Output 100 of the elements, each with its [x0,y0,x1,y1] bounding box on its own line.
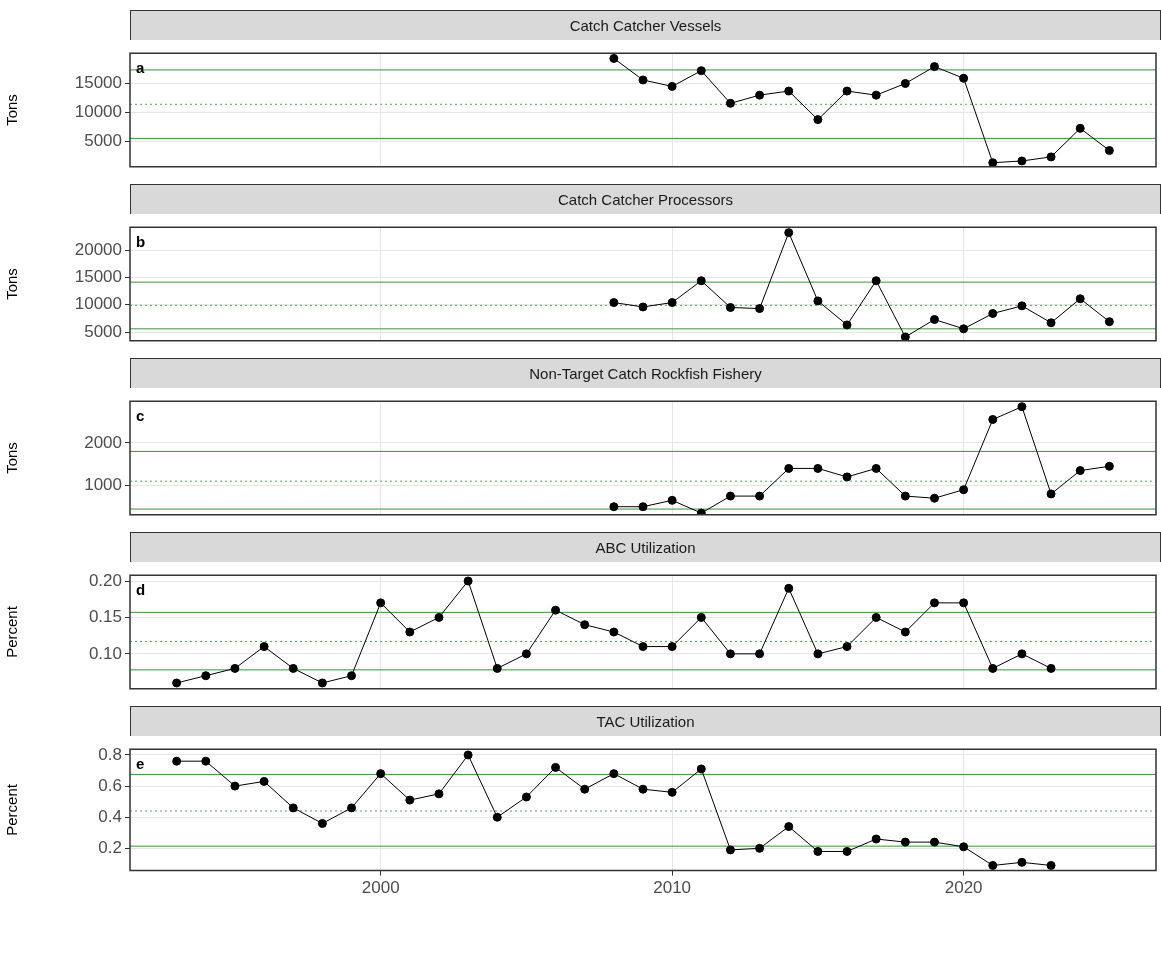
point [667,642,677,652]
point [376,598,386,608]
point [813,115,823,125]
point [784,463,794,473]
y-tick-label: 5000 [84,131,122,151]
point [900,332,910,341]
point [871,463,881,473]
y-tick-label: 0.15 [88,607,122,627]
point [609,298,619,308]
y-tick-label: 0.20 [88,570,122,590]
point [317,678,327,688]
point [638,502,648,512]
point [696,508,706,515]
point [667,81,677,91]
point [725,302,735,312]
y-tick-label: 15000 [74,267,122,287]
point [813,846,823,856]
point [842,86,852,96]
chart-title: ABC Utilization [130,532,1161,562]
annotation: b [136,232,146,250]
point [959,485,969,495]
point [463,750,473,760]
point [871,612,881,622]
point [871,276,881,286]
annotation: d [136,580,146,598]
point [492,812,502,822]
point [929,315,939,324]
point [929,62,939,72]
point [201,756,211,766]
point [1075,123,1085,133]
point [755,649,765,659]
point [201,671,211,681]
point [696,612,706,622]
point [638,642,648,652]
chart-title: Catch Catcher Vessels [130,10,1161,40]
point [725,845,735,855]
y-tick-label: 10000 [74,294,122,314]
point [725,649,735,659]
point [580,784,590,794]
point [1104,461,1114,471]
point [871,834,881,844]
y-axis-title: Percent [3,605,21,658]
point [230,781,240,791]
point [725,98,735,108]
point [288,803,298,813]
point [1017,402,1027,412]
chart-title: Catch Catcher Processors [130,184,1161,214]
point [667,787,677,797]
point [696,276,706,286]
point [667,495,677,505]
point [1104,317,1114,327]
point [1046,318,1056,328]
y-tick-label: 0.2 [98,838,122,858]
point [259,642,269,652]
point [172,756,182,766]
point [696,66,706,76]
point [755,491,765,501]
point [492,663,502,673]
point [1046,489,1056,499]
point [521,649,531,659]
point [434,789,444,799]
annotation: c [136,406,145,424]
point [988,415,998,424]
chart-title: Non-Target Catch Rockfish Fishery [130,358,1161,388]
point [900,837,910,847]
point [638,302,648,312]
point [755,90,765,100]
point [900,627,910,637]
y-tick-label: 20000 [74,239,122,259]
point [405,627,415,637]
point [1104,145,1114,155]
point [755,843,765,853]
y-tick-label: 2000 [84,432,122,452]
point [900,78,910,88]
point [551,762,561,772]
point [1075,466,1085,476]
point [1046,860,1056,870]
point [784,228,794,238]
point [609,53,619,63]
point [959,842,969,852]
point [1017,156,1027,166]
point [1075,294,1085,304]
point [638,75,648,85]
point [725,491,735,501]
x-tick-label: 2000 [361,878,400,898]
point [784,822,794,832]
point [1017,857,1027,867]
point [988,158,998,167]
point [405,795,415,805]
point [959,598,969,608]
point [842,642,852,652]
point [929,598,939,608]
point [871,90,881,100]
y-axis-title: Percent [3,783,21,836]
point [609,627,619,637]
y-axis-title: Tons [3,94,21,126]
point [813,296,823,306]
point [609,502,619,512]
y-tick-label: 0.10 [88,643,122,663]
point [551,605,561,615]
